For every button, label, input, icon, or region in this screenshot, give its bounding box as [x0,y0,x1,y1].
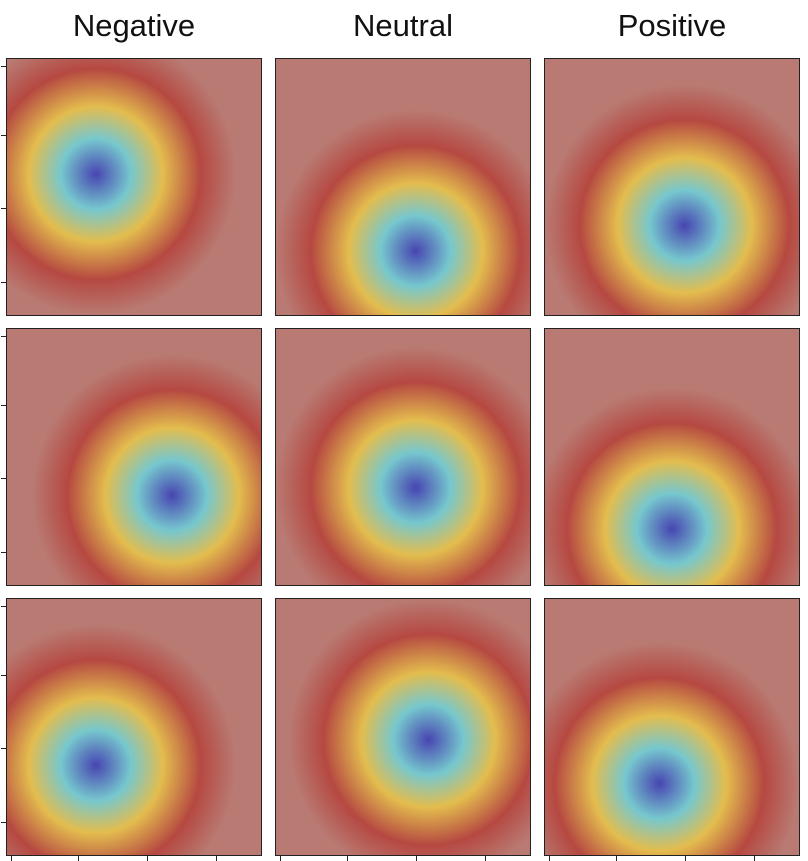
y-tick [1,822,6,823]
heatmap-panel-0-2 [544,58,800,316]
y-tick [1,66,6,67]
x-tick [280,856,281,861]
column-title-positive: Positive [617,8,727,43]
y-tick [1,135,6,136]
y-tick [1,336,6,337]
face-heatmap-icon [545,59,799,315]
face-heatmap-icon [276,59,530,315]
x-tick [11,856,12,861]
face-heatmap-icon [545,599,799,855]
x-tick [347,856,348,861]
x-tick [147,856,148,861]
heatmap-panel-2-2 [544,598,800,856]
heatmap-panel-0-0 [6,58,262,316]
column-title-neutral: Neutral [353,8,453,43]
y-tick [1,675,6,676]
face-heatmap-icon [7,599,261,855]
heatmap-panel-2-0 [6,598,262,856]
heatmap-panel-1-0 [6,328,262,586]
x-tick [416,856,417,861]
face-heatmap-icon [276,329,530,585]
y-tick [1,478,6,479]
y-tick [1,748,6,749]
x-tick [549,856,550,861]
x-tick [216,856,217,861]
face-heatmap-icon [7,329,261,585]
y-tick [1,282,6,283]
x-tick [78,856,79,861]
y-tick [1,405,6,406]
x-tick [685,856,686,861]
face-heatmap-icon [545,329,799,585]
y-tick [1,606,6,607]
x-tick [616,856,617,861]
column-title-negative: Negative [72,8,196,43]
heatmap-panel-2-1 [275,598,531,856]
face-heatmap-icon [276,599,530,855]
heatmap-panel-0-1 [275,58,531,316]
x-tick [754,856,755,861]
y-tick [1,552,6,553]
face-heatmap-icon [7,59,261,315]
heatmap-panel-1-2 [544,328,800,586]
y-tick [1,208,6,209]
heatmap-panel-1-1 [275,328,531,586]
x-tick [485,856,486,861]
